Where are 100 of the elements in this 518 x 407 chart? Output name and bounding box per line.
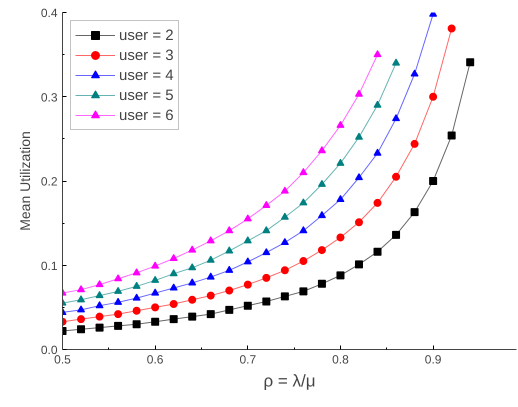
point: [206, 310, 215, 318]
point: [410, 69, 419, 77]
point: [132, 306, 141, 315]
legend-label: user = 2: [119, 26, 174, 44]
x-tick-label: 0.6: [146, 352, 164, 366]
point: [114, 310, 122, 318]
point: [244, 236, 252, 244]
y-tick-label: 0.1: [40, 258, 58, 273]
point: [429, 92, 438, 101]
point: [77, 295, 86, 302]
point: [354, 132, 363, 140]
point: [244, 280, 252, 289]
point: [299, 168, 308, 176]
legend-label: user = 6: [119, 106, 174, 124]
x-tick-label: 0.7: [239, 352, 256, 366]
point: [280, 238, 289, 246]
point: [392, 58, 400, 66]
point: [299, 287, 308, 296]
point: [225, 246, 234, 254]
point: [114, 298, 122, 305]
point: [392, 230, 400, 239]
point: [225, 306, 234, 314]
point: [448, 24, 456, 32]
y-tick-label: 0.4: [40, 6, 58, 20]
point: [354, 218, 363, 226]
point: [318, 246, 326, 254]
point: [318, 146, 326, 154]
point: [96, 312, 104, 321]
point: [151, 318, 160, 326]
point: [244, 214, 252, 222]
point: [244, 302, 252, 310]
point: [318, 180, 326, 187]
point: [188, 246, 196, 253]
point: [262, 297, 270, 306]
point: [188, 263, 196, 270]
point: [299, 257, 308, 266]
point: [225, 226, 234, 234]
point: [170, 283, 178, 291]
point: [77, 315, 86, 324]
point: [374, 248, 382, 256]
point: [96, 291, 104, 298]
y-tick-label: 0.3: [40, 90, 58, 104]
point: [96, 324, 104, 332]
point: [354, 173, 363, 180]
point: [244, 257, 252, 264]
point: [188, 312, 196, 321]
x-axis-title: ρ = λ/μ: [263, 372, 316, 390]
point: [410, 208, 419, 216]
point: [170, 315, 178, 324]
x-tick-label: 0.5: [54, 352, 72, 366]
point: [170, 254, 178, 262]
point: [262, 274, 270, 282]
point: [448, 132, 456, 140]
point: [262, 226, 270, 234]
legend-label: user = 5: [119, 86, 174, 104]
point: [336, 233, 344, 242]
point: [225, 286, 234, 295]
point: [262, 200, 270, 208]
point: [132, 268, 141, 276]
point: [77, 325, 86, 334]
point: [354, 260, 363, 268]
legend-label: user = 4: [119, 66, 174, 84]
point: [225, 266, 234, 273]
point: [188, 278, 196, 286]
point: [151, 303, 160, 312]
point: [151, 288, 160, 296]
point: [318, 211, 326, 218]
point: [280, 212, 289, 220]
point: [354, 90, 363, 97]
point: [114, 286, 122, 294]
point: [374, 148, 382, 156]
point: [280, 292, 289, 300]
point: [280, 186, 289, 194]
point: [374, 198, 382, 207]
point: [170, 269, 178, 276]
point: [374, 50, 382, 58]
point: [392, 172, 400, 181]
point: [410, 140, 419, 148]
point: [132, 282, 141, 289]
point: [374, 100, 382, 108]
point: [206, 236, 215, 244]
point: [336, 194, 344, 202]
point: [262, 248, 270, 256]
point: [151, 276, 160, 283]
point: [77, 285, 86, 292]
point: [336, 158, 344, 166]
point: [280, 266, 289, 274]
point: [206, 256, 215, 263]
point: [114, 274, 122, 282]
y-tick-label: 0.2: [40, 174, 58, 188]
point: [299, 198, 308, 206]
point: [336, 271, 344, 280]
point: [299, 226, 308, 234]
point: [392, 114, 400, 122]
point: [206, 292, 215, 300]
legend-label: user = 3: [119, 46, 174, 64]
point: [96, 301, 104, 308]
point: [132, 320, 141, 328]
point: [170, 300, 178, 308]
point: [132, 294, 141, 301]
